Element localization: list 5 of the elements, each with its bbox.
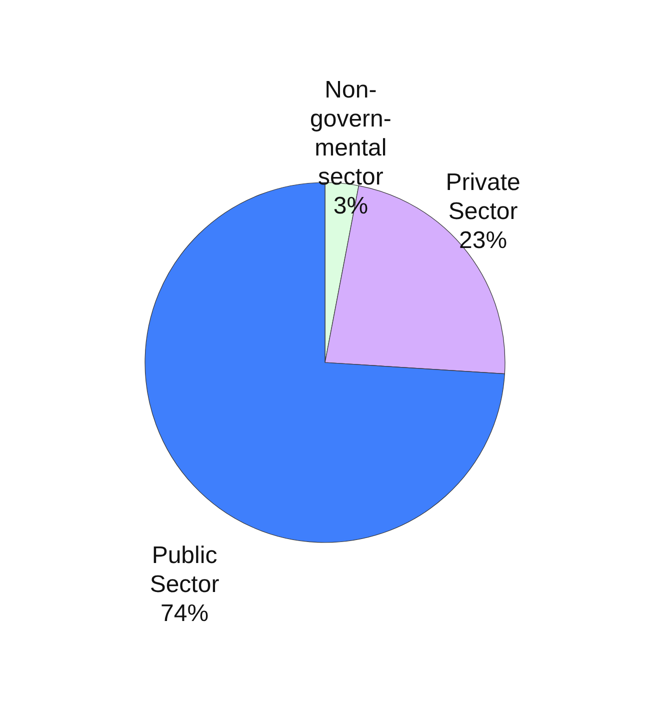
data-label: 74% xyxy=(160,600,209,627)
slice-label: Non- govern- mental sector xyxy=(310,76,392,191)
slice-label: Public Sector xyxy=(150,542,220,598)
slice-label: Private Sector xyxy=(446,169,520,226)
data-label: 23% xyxy=(459,227,508,254)
